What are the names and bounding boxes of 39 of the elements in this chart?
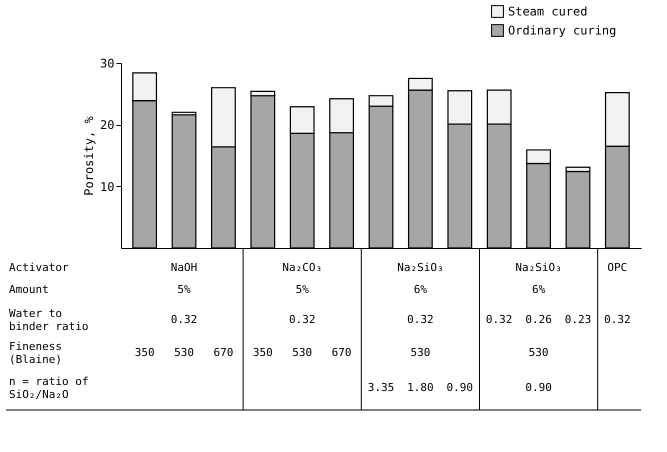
text: 0.90	[446, 381, 474, 394]
text: OPC	[607, 261, 628, 274]
text: Fineness (Blaine)	[9, 340, 62, 366]
text: Na₂SiO₃	[515, 261, 562, 274]
text: 0.32	[170, 313, 198, 326]
text: Activator	[9, 261, 69, 274]
text: 5%	[296, 283, 310, 296]
text: 530	[528, 346, 549, 359]
text: 670	[332, 346, 352, 359]
text: 530	[292, 346, 312, 359]
text: 0.26	[525, 313, 552, 326]
y-tick-label: 30	[100, 56, 114, 70]
text: n = ratio of SiO₂/Na₂O	[9, 375, 88, 401]
text: 5%	[177, 283, 192, 296]
text: 0.32	[486, 313, 512, 326]
text: Na₂CO₃	[282, 261, 322, 274]
y-tick-label: 20	[100, 118, 114, 132]
text: 0.23	[564, 313, 592, 326]
legend-label: Steam cured	[508, 4, 588, 18]
text: 6%	[532, 283, 546, 296]
text: 0.32	[604, 313, 631, 326]
text: 1.80	[407, 381, 434, 394]
text: 3.35	[368, 381, 394, 394]
text: 0.32	[407, 313, 434, 326]
text: 530	[174, 346, 194, 359]
text: Na₂SiO₃	[397, 261, 444, 274]
text: 350	[134, 346, 155, 359]
text: 0.90	[525, 381, 552, 394]
text: 670	[213, 346, 234, 359]
text: 6%	[414, 283, 428, 296]
text: NaOH	[170, 261, 198, 274]
y-axis-title: Porosity, %	[82, 115, 96, 196]
y-tick-label: 10	[100, 180, 114, 194]
text: 350	[252, 346, 273, 359]
legend-label: Ordinary curing	[508, 24, 616, 38]
text: Water to binder ratio	[9, 307, 88, 333]
text: Amount	[9, 283, 49, 296]
text: 0.32	[288, 313, 316, 326]
text: 530	[410, 346, 430, 359]
